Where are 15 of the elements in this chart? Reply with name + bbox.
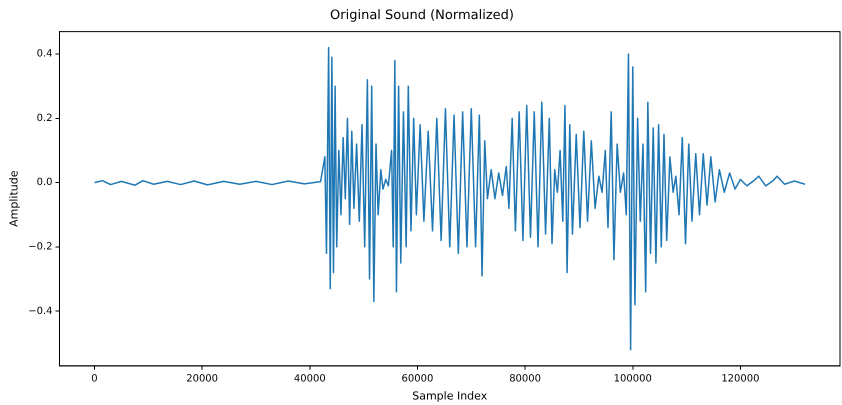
x-tick-label: 100000 (614, 373, 652, 384)
chart-title: Original Sound (Normalized) (330, 8, 514, 24)
x-tick-label: 20000 (186, 373, 218, 384)
y-axis-title: Amplitude (7, 170, 20, 227)
y-tick-label: 0.4 (36, 48, 52, 60)
x-axis-title: Sample Index (412, 389, 488, 402)
x-tick-label: 80000 (509, 373, 542, 384)
x-tick-label: 120000 (721, 373, 760, 384)
x-tick-label: 40000 (294, 373, 326, 384)
y-tick-label: −0.2 (28, 241, 52, 252)
y-tick-label: 0.2 (36, 112, 52, 124)
x-tick-label: 60000 (402, 373, 434, 384)
x-tick-label: 0 (91, 373, 98, 384)
y-tick-label: −0.4 (28, 306, 52, 317)
y-tick-label: 0.0 (36, 177, 52, 188)
